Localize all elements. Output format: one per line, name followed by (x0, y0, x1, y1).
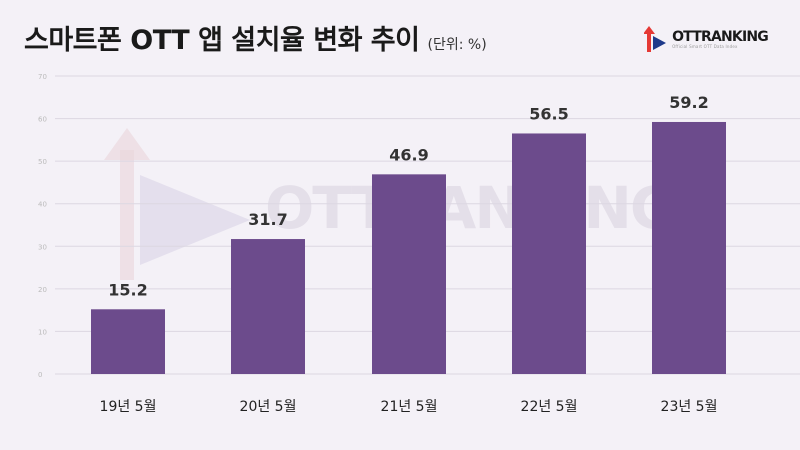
bars (91, 121, 726, 374)
logo-name: OTTRANKING (672, 29, 769, 45)
bar-value-label: 56.5 (529, 104, 568, 123)
ottranking-logo: OTTRANKING Official Smart OTT Data Index (644, 26, 769, 54)
bar-value-label: 31.7 (248, 210, 287, 229)
category-label: 21년 5월 (381, 399, 438, 415)
y-tick-label: 0 (38, 371, 42, 379)
chart-title: 스마트폰 OTT 앱 설치율 변화 추이 (24, 25, 420, 56)
y-axis-ticks: 0 10 20 30 40 50 60 70 (38, 73, 47, 379)
watermark-arrow-head (104, 128, 150, 160)
chart-unit: (단위: %) (427, 37, 487, 53)
logo-name-ott: OTT (672, 29, 702, 45)
bar (372, 174, 446, 374)
watermark-arrow-shaft (120, 150, 134, 280)
watermark-play-shape (140, 175, 250, 265)
bar (231, 239, 305, 374)
bar (652, 121, 726, 374)
category-labels: 19년 5월 20년 5월 21년 5월 22년 5월 23년 5월 (100, 399, 718, 415)
watermark-text: OTTRANKING (265, 174, 676, 242)
y-tick-label: 30 (38, 243, 47, 251)
y-tick-label: 70 (38, 73, 47, 81)
y-tick-label: 20 (38, 286, 47, 294)
category-label: 23년 5월 (661, 399, 718, 415)
bar (91, 309, 165, 374)
logo-tagline: Official Smart OTT Data Index (672, 44, 738, 49)
category-label: 22년 5월 (521, 399, 578, 415)
category-label: 20년 5월 (240, 399, 297, 415)
chart-header: 스마트폰 OTT 앱 설치율 변화 추이 (단위: %) (24, 18, 487, 57)
bar (512, 133, 586, 374)
category-label: 19년 5월 (100, 399, 157, 415)
bar-value-label: 59.2 (669, 93, 708, 112)
bar-value-label: 46.9 (389, 145, 428, 164)
y-tick-label: 60 (38, 116, 47, 124)
y-tick-label: 10 (38, 328, 47, 336)
logo-arrow-icon (644, 26, 667, 52)
value-labels: 15.2 31.7 46.9 56.5 59.2 (108, 93, 708, 299)
watermark: OTTRANKING (104, 128, 678, 280)
bar-value-label: 15.2 (108, 280, 147, 299)
y-tick-label: 40 (38, 201, 47, 209)
y-tick-label: 50 (38, 158, 47, 166)
logo-name-ranking: RANKING (701, 29, 769, 45)
